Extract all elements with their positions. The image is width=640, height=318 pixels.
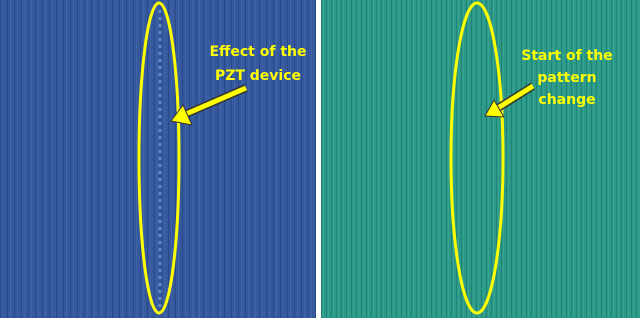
annotation-line: PZT device: [215, 68, 301, 84]
right-panel: [321, 0, 640, 318]
annotation-line: Effect of the: [209, 44, 306, 60]
arrow: [170, 84, 248, 126]
annotation-line: pattern: [537, 70, 596, 86]
left-panel: [0, 0, 316, 318]
highlight-ellipse: [137, 1, 181, 315]
arrow: [484, 82, 536, 118]
highlight-ellipse: [449, 1, 505, 315]
annotation-line: change: [538, 92, 595, 108]
annotation-line: Start of the: [521, 48, 612, 64]
